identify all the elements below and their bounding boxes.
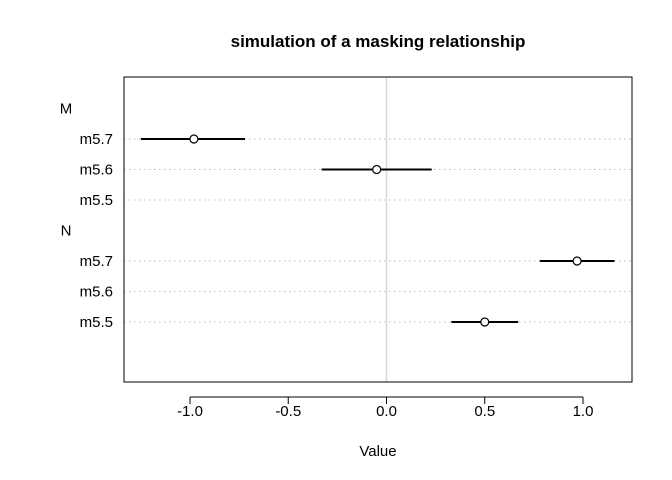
group-label-N: N [61,223,72,240]
estimate-point [480,317,490,327]
row-label: m5.7 [80,253,113,270]
estimate-point [572,256,582,266]
x-axis-label: Value [359,443,396,460]
row-label: m5.7 [80,131,113,148]
plot-frame [123,76,633,383]
group-label-M: M [60,101,73,118]
x-tick-label: 0.0 [376,403,397,420]
estimate-point [189,134,199,144]
row-label: m5.6 [80,284,113,301]
estimate-point [372,164,382,175]
x-tick-label: -0.5 [275,403,301,420]
row-label: m5.5 [80,314,113,331]
chart-title: simulation of a masking relationship [231,32,526,51]
row-label: m5.5 [80,192,113,209]
plot-area: Mm5.7 m5.6 m5.5 Nm5.7 m5.6 m5.5 -1.0 -0.5 0.0 0.5… [60,76,633,420]
x-tick-label: -1.0 [177,403,203,420]
row-label: m5.6 [80,162,113,179]
x-tick-label: 1.0 [573,403,594,420]
x-tick-label: 0.5 [474,403,495,420]
